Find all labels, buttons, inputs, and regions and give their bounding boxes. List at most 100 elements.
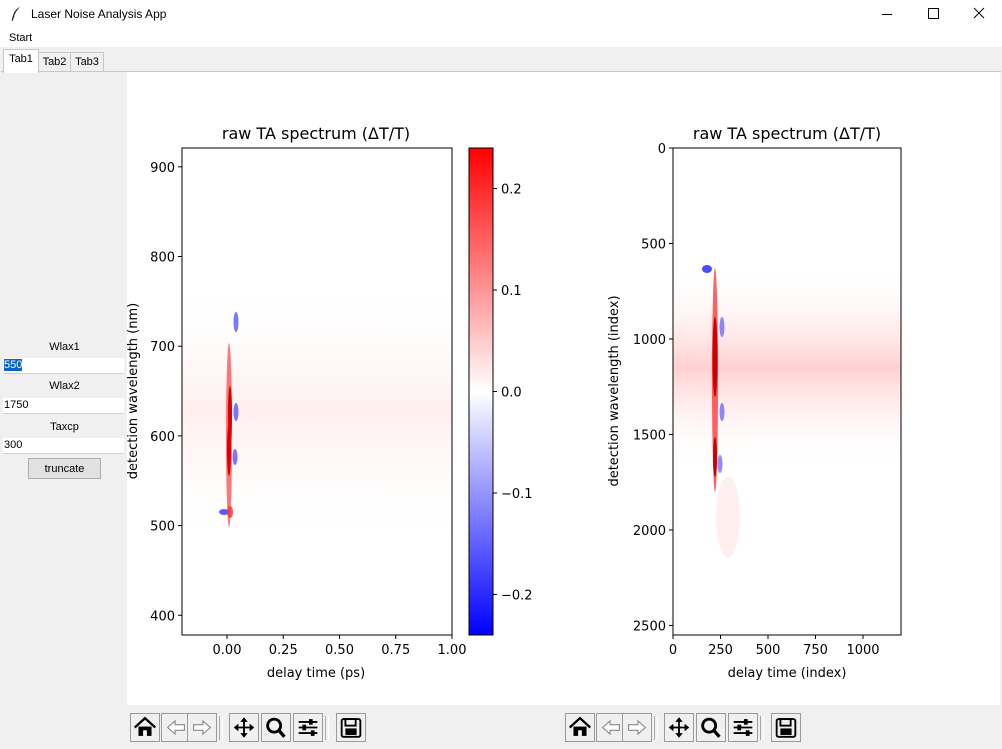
left-ylabel: detection wavelength (nm) bbox=[127, 303, 141, 479]
home-button[interactable] bbox=[130, 713, 160, 742]
configure-subplots-icon bbox=[733, 719, 753, 736]
wlax1-value: 550 bbox=[4, 359, 23, 371]
right-ytick-label: 2000 bbox=[633, 524, 666, 539]
tab-2[interactable]: Tab2 bbox=[38, 52, 71, 72]
zoom-icon bbox=[266, 717, 286, 738]
feather-app-icon bbox=[11, 7, 20, 22]
right-xtick-label: 250 bbox=[708, 643, 733, 658]
minimize-icon bbox=[882, 14, 892, 15]
close-icon bbox=[973, 7, 985, 19]
zoom-button[interactable] bbox=[696, 713, 726, 742]
configure-subplots-button[interactable] bbox=[728, 713, 758, 742]
left-ytick-label: 600 bbox=[150, 430, 175, 445]
forward-arrow-button[interactable] bbox=[187, 713, 217, 742]
colorbar-gradient bbox=[468, 147, 494, 636]
colorbar: 0.2 0.1 0.0 −0.1 −0.2 bbox=[468, 147, 533, 636]
colorbar-tick-label: 0.0 bbox=[501, 386, 522, 401]
left-ytick-label: 900 bbox=[150, 161, 175, 176]
right-plot: raw TA spectrum (ΔT/T) 0 500 1000 1500 2000 2… bbox=[607, 124, 902, 681]
left-ytick-label: 700 bbox=[150, 340, 175, 355]
tab-bar: Tab1 Tab2 Tab3 bbox=[0, 47, 1002, 73]
back-arrow-icon bbox=[166, 719, 185, 736]
right-signal-band bbox=[673, 267, 901, 467]
figure-svg: raw TA spectrum (ΔT/T) 400 500 600 700 800 90… bbox=[126, 124, 902, 681]
left-plot: raw TA spectrum (ΔT/T) 400 500 600 700 800 90… bbox=[126, 124, 467, 681]
save-icon bbox=[340, 718, 362, 738]
back-arrow-icon bbox=[601, 719, 620, 736]
pan-button[interactable] bbox=[664, 713, 694, 742]
wlax1-label: Wlax1 bbox=[49, 341, 80, 353]
left-ytick-label: 400 bbox=[150, 609, 175, 624]
left-plot-title: raw TA spectrum (ΔT/T) bbox=[222, 124, 410, 143]
colorbar-tick-label: −0.2 bbox=[501, 588, 533, 603]
colorbar-tick-label: 0.1 bbox=[501, 284, 522, 299]
left-ytick-label: 500 bbox=[150, 520, 175, 535]
taxcp-label: Taxcp bbox=[50, 421, 79, 433]
close-button[interactable] bbox=[956, 0, 1002, 29]
toolbar-separator bbox=[219, 716, 223, 740]
wlax2-input[interactable]: 1750 bbox=[3, 398, 124, 414]
left-xtick-label: 0.75 bbox=[381, 643, 410, 658]
taxcp-input[interactable]: 300 bbox=[3, 438, 124, 454]
home-icon bbox=[133, 716, 157, 736]
forward-arrow-icon bbox=[628, 719, 647, 736]
back-arrow-button[interactable] bbox=[596, 713, 626, 742]
taxcp-value: 300 bbox=[4, 439, 23, 451]
toolbar-separator bbox=[760, 716, 764, 740]
right-plot-title: raw TA spectrum (ΔT/T) bbox=[693, 124, 881, 143]
save-button[interactable] bbox=[771, 713, 801, 742]
right-xtick-label: 500 bbox=[756, 643, 781, 658]
home-icon bbox=[568, 716, 592, 736]
figure-canvas[interactable]: raw TA spectrum (ΔT/T) 400 500 600 700 800 90… bbox=[126, 72, 1000, 705]
left-plot-frame bbox=[181, 147, 453, 636]
left-xtick-label: 1.00 bbox=[438, 643, 467, 658]
title-bar: Laser Noise Analysis App bbox=[0, 0, 1002, 29]
configure-subplots-button[interactable] bbox=[293, 713, 323, 742]
right-ylabel: detection wavelength (index) bbox=[607, 295, 622, 486]
forward-arrow-button[interactable] bbox=[622, 713, 652, 742]
toolbar-separator bbox=[325, 716, 329, 740]
back-arrow-button[interactable] bbox=[161, 713, 191, 742]
menu-start[interactable]: Start bbox=[9, 32, 33, 44]
right-xtick-label: 1000 bbox=[846, 643, 879, 658]
minimize-button[interactable] bbox=[864, 0, 910, 29]
configure-subplots-icon bbox=[298, 719, 318, 736]
pan-button[interactable] bbox=[229, 713, 259, 742]
window-title: Laser Noise Analysis App bbox=[31, 7, 167, 21]
pan-icon bbox=[233, 717, 255, 738]
save-button[interactable] bbox=[336, 713, 366, 742]
wlax2-value: 1750 bbox=[4, 399, 29, 411]
left-xtick-label: 0.50 bbox=[325, 643, 354, 658]
maximize-icon bbox=[928, 8, 939, 19]
maximize-button[interactable] bbox=[910, 0, 956, 29]
wlax1-input[interactable]: 550 bbox=[3, 358, 124, 374]
right-xlabel: delay time (index) bbox=[728, 666, 847, 681]
right-xtick-label: 750 bbox=[803, 643, 828, 658]
truncate-button[interactable]: truncate bbox=[28, 458, 101, 479]
tab-3[interactable]: Tab3 bbox=[70, 52, 104, 72]
left-signal-band bbox=[182, 282, 452, 542]
zoom-button[interactable] bbox=[261, 713, 291, 742]
pan-icon bbox=[668, 717, 690, 738]
right-ytick-label: 1000 bbox=[633, 333, 666, 348]
colorbar-tick-label: −0.1 bbox=[501, 487, 533, 502]
plot-toolbar-right bbox=[562, 707, 1000, 748]
right-signal-trace bbox=[702, 265, 740, 557]
forward-arrow-icon bbox=[193, 719, 212, 736]
wlax2-label: Wlax2 bbox=[49, 380, 80, 392]
right-ytick-label: 500 bbox=[641, 237, 666, 252]
left-xtick-label: 0.25 bbox=[269, 643, 298, 658]
tab-1[interactable]: Tab1 bbox=[3, 49, 39, 73]
save-icon bbox=[775, 718, 797, 738]
colorbar-tick-label: 0.2 bbox=[501, 183, 522, 198]
right-ytick-label: 1500 bbox=[633, 428, 666, 443]
right-ytick-label: 0 bbox=[658, 142, 666, 157]
toolbar-separator bbox=[654, 716, 658, 740]
home-button[interactable] bbox=[565, 713, 595, 742]
right-xtick-label: 0 bbox=[669, 643, 677, 658]
left-signal-trace bbox=[219, 312, 239, 527]
menu-bar: Start bbox=[0, 29, 1002, 47]
zoom-icon bbox=[701, 717, 721, 738]
right-ytick-label: 2500 bbox=[633, 619, 666, 634]
left-ytick-label: 800 bbox=[150, 251, 175, 266]
